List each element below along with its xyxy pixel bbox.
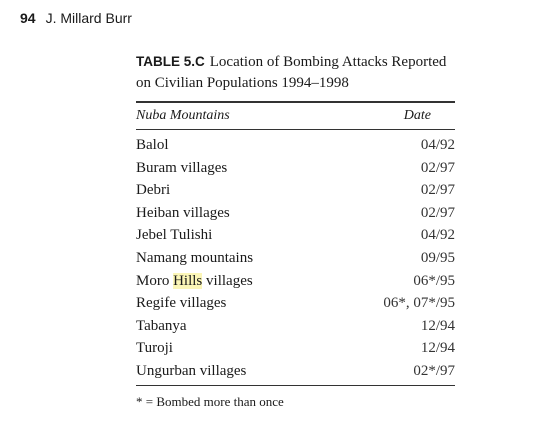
row-date: 02/97 (420, 159, 455, 176)
row-place: Balol (136, 137, 169, 153)
table-row: Tabanya 12/94 (136, 315, 455, 338)
row-date: 06*, 07*/95 (383, 295, 455, 312)
table-row: Debri 02/97 (136, 179, 455, 202)
page-number: 94 (20, 10, 36, 26)
highlighted-word[interactable]: Hills (173, 272, 203, 289)
row-date: 02/97 (420, 204, 455, 221)
table-label: TABLE 5.C (136, 54, 205, 69)
table-row: Jebel Tulishi 04/92 (136, 224, 455, 247)
row-place: Namang mountains (136, 249, 254, 266)
row-place: Debri (136, 182, 171, 199)
row-place-prefix: Moro (136, 272, 174, 289)
table-bottom-rule (136, 384, 455, 386)
running-head: 94 J. Millard Burr (20, 10, 132, 26)
table-top-rule (136, 101, 455, 103)
table-row: Regife villages 06*, 07*/95 (136, 292, 455, 315)
row-place: Ungurban villages (136, 362, 247, 379)
row-place: Regife villages (136, 295, 227, 312)
row-date: 06*/95 (413, 272, 455, 289)
row-date: 09/95 (420, 249, 455, 266)
row-date: 12/94 (420, 317, 455, 334)
table-row: Heiban villages 02/97 (136, 202, 455, 225)
row-place: Buram villages (136, 159, 228, 176)
table-row: Moro Hills villages 06*/95 (136, 270, 455, 293)
row-place: Moro Hills villages (136, 270, 253, 293)
table-row: Namang mountains 09/95 (136, 247, 455, 270)
row-date: 02*/97 (413, 362, 455, 379)
row-place: Jebel Tulishi (136, 227, 213, 244)
table-row: Balol 04/92 (136, 134, 455, 157)
row-date: 04/92 (420, 137, 455, 153)
table-title: Location of Bombing Attacks Reported on … (136, 54, 447, 91)
table-body: Balol 04/92 Buram villages 02/97 Debri 0… (136, 130, 455, 383)
column-header-location: Nuba Mountains (136, 108, 230, 123)
table-row: Buram villages 02/97 (136, 157, 455, 180)
row-place-suffix: villages (202, 272, 253, 289)
table-caption: TABLE 5.C Location of Bombing Attacks Rep… (136, 51, 455, 94)
row-date: 02/97 (420, 182, 455, 199)
row-place: Turoji (136, 340, 173, 357)
table-row: Turoji 12/94 (136, 337, 455, 360)
row-date: 12/94 (420, 340, 455, 357)
table-footnote: * = Bombed more than once (136, 393, 284, 409)
row-place: Heiban villages (136, 204, 230, 221)
row-place: Tabanya (136, 317, 187, 334)
table-row: Ungurban villages 02*/97 (136, 360, 455, 383)
author-name: J. Millard Burr (45, 10, 132, 26)
table-header-row: Nuba Mountains Date (136, 103, 455, 130)
column-header-date: Date (403, 108, 431, 123)
row-date: 04/92 (420, 227, 455, 244)
table-block: TABLE 5.C Location of Bombing Attacks Rep… (136, 51, 455, 410)
